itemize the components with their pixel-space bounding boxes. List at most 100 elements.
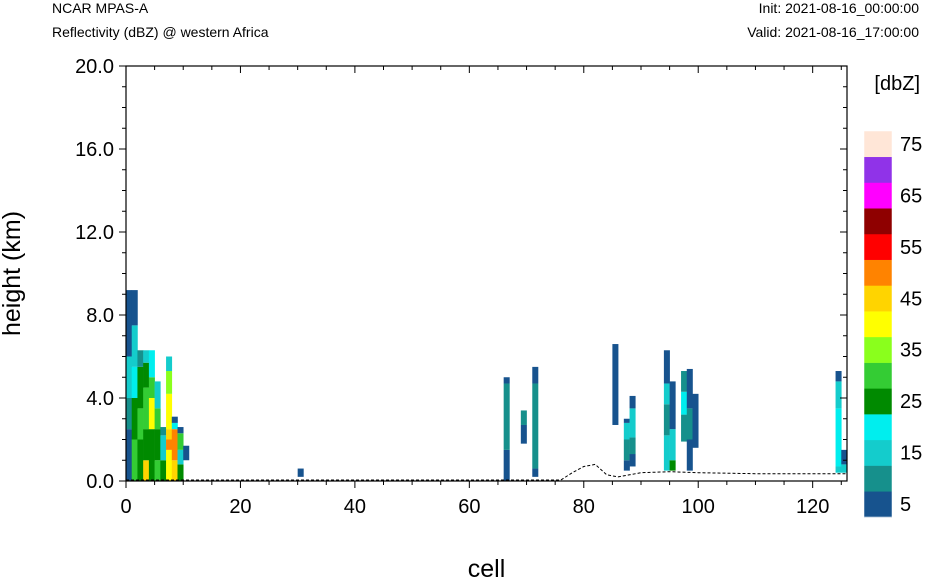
x-axis: 0 20 40 60 80 100 120 (120, 66, 842, 518)
reflectivity-cell (148, 350, 155, 378)
reflectivity-cell (131, 366, 138, 399)
reflectivity-cell (154, 460, 161, 481)
colorbar-label: 35 (900, 340, 922, 362)
terrain-line (126, 463, 847, 481)
y-tick-label: 20.0 (75, 56, 114, 78)
reflectivity-cell (681, 391, 688, 415)
reflectivity-cell (171, 460, 178, 481)
colorbar-label: 15 (900, 443, 922, 465)
model-name: NCAR MPAS-A (52, 0, 149, 16)
reflectivity-cell (520, 424, 527, 444)
reflectivity-cell (143, 362, 150, 388)
reflectivity-cell (143, 387, 150, 430)
reflectivity-cell (177, 449, 184, 465)
reflectivity-cell (126, 356, 133, 398)
colorbar-swatch (864, 182, 892, 209)
reflectivity-cell (623, 460, 630, 471)
x-tick-label: 0 (120, 496, 131, 518)
reflectivity-cell (143, 429, 150, 461)
x-tick-label: 60 (458, 496, 480, 518)
reflectivity-cell (160, 435, 167, 461)
x-tick-label: 120 (796, 496, 829, 518)
reflectivity-cell (835, 371, 842, 382)
reflectivity-cell (148, 377, 155, 398)
colorbar-label: 5 (900, 494, 911, 516)
reflectivity-cell (629, 454, 636, 467)
reflectivity-cell (137, 408, 144, 440)
reflectivity-cell (503, 377, 510, 384)
reflectivity-cell (171, 416, 178, 423)
colorbar-frame (863, 130, 893, 518)
colorbar-label: 55 (900, 237, 922, 259)
reflectivity-cell (297, 468, 304, 477)
y-tick-label: 8.0 (86, 305, 114, 327)
colorbar-label: 75 (900, 134, 922, 156)
reflectivity-cell (669, 429, 676, 461)
x-tick-label: 100 (682, 496, 715, 518)
reflectivity-cell (623, 439, 630, 461)
reflectivity-cell (154, 381, 161, 409)
colorbar-swatch (864, 491, 892, 518)
reflectivity-cell (177, 464, 184, 481)
y-axis-title: height (km) (0, 211, 26, 336)
reflectivity-cell (183, 445, 190, 461)
reflectivity-cell (663, 350, 670, 384)
reflectivity-cell (166, 439, 173, 450)
reflectivity-cell (663, 404, 670, 436)
x-axis-title: cell (468, 555, 506, 580)
reflectivity-cell (532, 383, 539, 469)
colorbar-swatch (864, 259, 892, 286)
reflectivity-cell (160, 427, 167, 436)
colorbar-label: 45 (900, 288, 922, 310)
init-time: Init: 2021-08-16_00:00:00 (758, 0, 919, 16)
y-tick-label: 12.0 (75, 222, 114, 244)
reflectivity-cell (166, 356, 173, 372)
reflectivity-cell (177, 433, 184, 450)
reflectivity-cell (137, 366, 144, 409)
reflectivity-cell (532, 366, 539, 384)
reflectivity-cell (166, 449, 173, 482)
reflectivity-cell (835, 466, 842, 473)
reflectivity-cell (166, 429, 173, 440)
reflectivity-cell (131, 290, 138, 326)
reflectivity-cell (143, 460, 150, 481)
reflectivity-cell (126, 398, 133, 430)
reflectivity-cell (166, 393, 173, 430)
colorbar-swatch (864, 285, 892, 312)
colorbar-label: 25 (900, 391, 922, 413)
colorbar-swatch (864, 208, 892, 235)
reflectivity-cell (166, 371, 173, 394)
reflectivity-cell (681, 414, 688, 442)
reflectivity-cell (669, 460, 676, 471)
reflectivity-cell (686, 408, 693, 440)
reflectivity-cell (841, 449, 848, 465)
reflectivity-cell (131, 439, 138, 481)
reflectivity-cell (160, 460, 167, 481)
reflectivity-cell (629, 408, 636, 438)
reflectivity-cell (126, 290, 133, 357)
reflectivity-cell (137, 439, 144, 481)
colorbar-swatch (864, 336, 892, 363)
reflectivity-cell (669, 381, 676, 430)
colorbar-swatch (864, 388, 892, 415)
colorbar-units: [dbZ] (874, 73, 920, 95)
colorbar-swatch (864, 439, 892, 466)
plot-frame (125, 65, 848, 482)
reflectivity-cell (686, 439, 693, 471)
colorbar-swatch (864, 311, 892, 338)
colorbar-swatch (864, 414, 892, 441)
reflectivity-cell (623, 422, 630, 440)
reflectivity-cell (841, 464, 848, 473)
reflectivity-cell (612, 344, 619, 425)
reflectivity-cell (131, 325, 138, 367)
reflectivity-cell (629, 395, 636, 409)
reflectivity-cell (171, 422, 178, 430)
field-title: Reflectivity (dBZ) @ western Africa (52, 24, 269, 40)
reflectivity-cell (692, 393, 699, 448)
colorbar-swatch (864, 131, 892, 158)
reflectivity-cell (148, 429, 155, 482)
reflectivity-cell (503, 383, 510, 450)
reflectivity-cell (137, 350, 144, 367)
x-tick-label: 20 (229, 496, 251, 518)
